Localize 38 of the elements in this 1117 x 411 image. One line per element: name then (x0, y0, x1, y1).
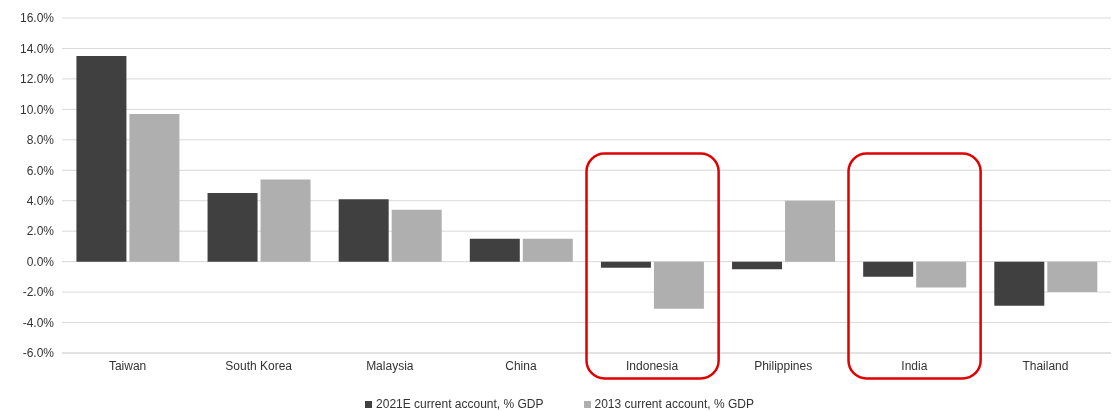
y-tick-label: 14.0% (19, 41, 55, 56)
bar (76, 56, 127, 262)
x-tick-label: Indonesia (626, 358, 679, 373)
y-tick-label: -6.0% (22, 346, 55, 361)
bar (600, 261, 651, 268)
bar (916, 261, 967, 288)
y-tick-label: 0.0% (26, 254, 55, 269)
bar (338, 199, 389, 262)
y-tick-label: 2.0% (26, 224, 55, 239)
legend-label: 2013 current account, % GDP (594, 397, 754, 411)
bar (653, 261, 704, 309)
bar (1047, 261, 1098, 293)
bar (863, 261, 914, 277)
x-tick-label: Malaysia (366, 358, 414, 373)
bar (469, 238, 520, 262)
y-tick-label: -2.0% (22, 285, 55, 300)
x-tick-label: Taiwan (108, 358, 147, 373)
x-tick-label: Thailand (1022, 358, 1069, 373)
bar (785, 200, 836, 262)
bar (391, 209, 442, 262)
y-tick-label: 6.0% (26, 163, 55, 178)
bar (522, 238, 573, 262)
x-tick-label: India (901, 358, 928, 373)
y-tick-label: 4.0% (26, 193, 55, 208)
bar (129, 113, 180, 262)
x-tick-label: South Korea (225, 358, 293, 373)
bar (994, 261, 1045, 306)
bar (207, 193, 258, 262)
y-tick-label: -4.0% (22, 315, 55, 330)
bar (260, 179, 311, 262)
legend-label: 2021E current account, % GDP (376, 397, 544, 411)
y-tick-label: 12.0% (19, 72, 55, 87)
x-tick-label: Philippines (754, 358, 813, 373)
x-tick-label: China (505, 358, 537, 373)
y-tick-label: 10.0% (19, 102, 55, 117)
bar (732, 261, 783, 270)
y-tick-label: 16.0% (19, 11, 55, 26)
y-tick-label: 8.0% (26, 133, 55, 148)
